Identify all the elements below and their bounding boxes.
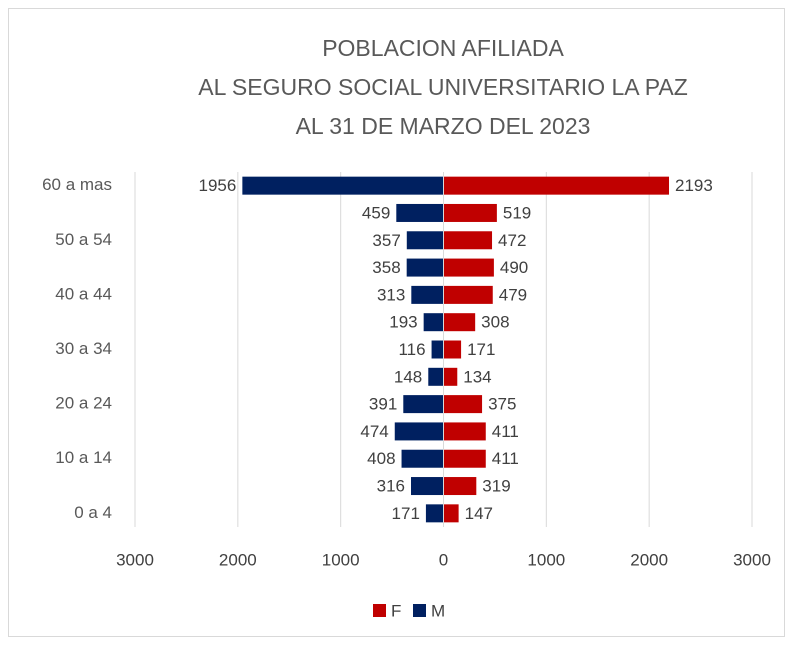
data-label: 357	[372, 231, 400, 250]
bar	[396, 203, 444, 222]
chart-title: POBLACION AFILIADA	[322, 35, 564, 61]
y-tick-label: 40 a 44	[55, 284, 112, 303]
bar	[406, 231, 444, 250]
bar	[443, 285, 493, 304]
x-tick-label: 1000	[527, 550, 565, 569]
bar	[443, 367, 458, 386]
chart-title: AL 31 DE MARZO DEL 2023	[296, 113, 591, 139]
x-tick-label: 3000	[733, 550, 771, 569]
bar	[443, 203, 497, 222]
bar	[431, 340, 444, 359]
data-label: 147	[465, 504, 493, 523]
y-tick-label: 10 a 14	[55, 448, 112, 467]
data-label: 134	[463, 367, 491, 386]
bar	[403, 395, 444, 414]
bar	[394, 422, 444, 441]
data-label: 474	[360, 422, 388, 441]
y-tick-label: 20 a 24	[55, 394, 112, 413]
x-tick-label: 2000	[630, 550, 668, 569]
data-label: 472	[498, 231, 526, 250]
bar	[443, 340, 462, 359]
bar	[406, 258, 444, 277]
bar	[423, 313, 444, 332]
bar	[411, 285, 444, 304]
bar	[425, 504, 444, 523]
bar	[443, 422, 486, 441]
bar	[443, 231, 493, 250]
data-label: 358	[372, 258, 400, 277]
bar	[428, 367, 444, 386]
data-label: 408	[367, 449, 395, 468]
data-label: 171	[467, 340, 495, 359]
legend-swatch	[413, 604, 426, 617]
x-tick-label: 1000	[322, 550, 360, 569]
bar	[411, 477, 444, 496]
x-tick-label: 3000	[116, 550, 154, 569]
x-tick-label: 2000	[219, 550, 257, 569]
data-label: 375	[488, 395, 516, 414]
bar	[401, 449, 444, 468]
bar	[242, 176, 444, 195]
bar	[443, 395, 483, 414]
data-label: 308	[481, 313, 509, 332]
bar	[443, 449, 486, 468]
legend-label: M	[431, 601, 445, 620]
data-label: 391	[369, 395, 397, 414]
data-label: 490	[500, 258, 528, 277]
data-label: 411	[492, 422, 519, 441]
data-label: 1956	[199, 176, 237, 195]
bar	[443, 176, 670, 195]
data-label: 319	[482, 477, 510, 496]
y-tick-label: 30 a 34	[55, 339, 112, 358]
data-label: 148	[394, 367, 422, 386]
bar	[443, 258, 494, 277]
legend-label: F	[391, 601, 401, 620]
data-label: 2193	[675, 176, 713, 195]
x-tick-label: 0	[439, 550, 448, 569]
chart-title: AL SEGURO SOCIAL UNIVERSITARIO LA PAZ	[198, 74, 688, 100]
data-label: 411	[492, 449, 519, 468]
data-label: 459	[362, 203, 390, 222]
bar	[443, 477, 477, 496]
bar	[443, 504, 459, 523]
y-tick-label: 0 a 4	[74, 503, 112, 522]
data-label: 313	[377, 285, 405, 304]
data-label: 519	[503, 203, 531, 222]
data-label: 171	[392, 504, 420, 523]
y-tick-label: 60 a mas	[42, 175, 112, 194]
data-label: 479	[499, 285, 527, 304]
data-label: 116	[398, 340, 425, 359]
chart-border	[8, 8, 785, 637]
y-tick-label: 50 a 54	[55, 230, 112, 249]
data-label: 193	[389, 313, 417, 332]
data-label: 316	[377, 477, 405, 496]
legend-swatch	[373, 604, 386, 617]
bar	[443, 313, 476, 332]
